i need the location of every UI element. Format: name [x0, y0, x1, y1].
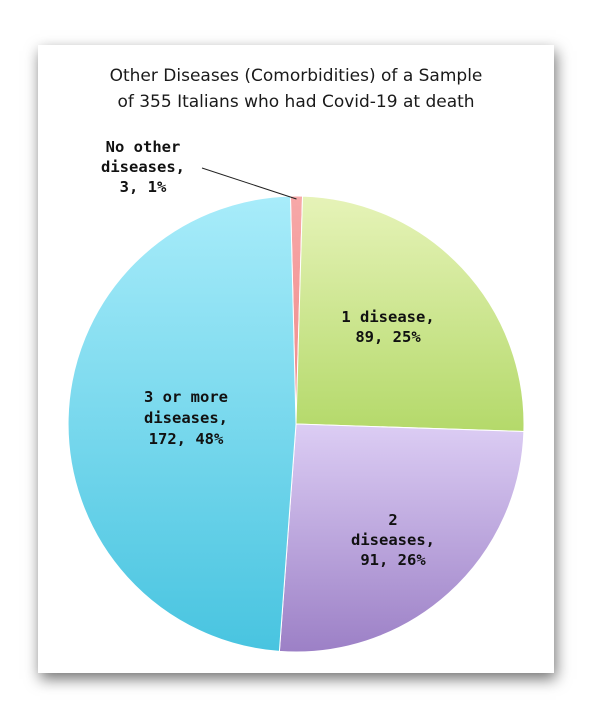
- leader-line-no-other-diseases: [201, 167, 297, 200]
- pie-slice-three-or-more-diseases: [67, 195, 297, 652]
- slice-label-two-diseases: 2 diseases, 91, 26%: [351, 511, 435, 569]
- slice-label-three-or-more-diseases: 3 or more diseases, 172, 48%: [144, 388, 228, 448]
- chart-title-line-2: of 355 Italians who had Covid-19 at deat…: [117, 92, 474, 112]
- slice-label-no-other-diseases: No other diseases, 3, 1%: [101, 138, 185, 196]
- pie-slice-two-diseases: [278, 423, 525, 653]
- slice-label-one-disease: 1 disease, 89, 25%: [341, 308, 434, 346]
- pie-slice-one-disease: [295, 195, 525, 433]
- chart-title-line-1: Other Diseases (Comorbidities) of a Samp…: [110, 66, 483, 86]
